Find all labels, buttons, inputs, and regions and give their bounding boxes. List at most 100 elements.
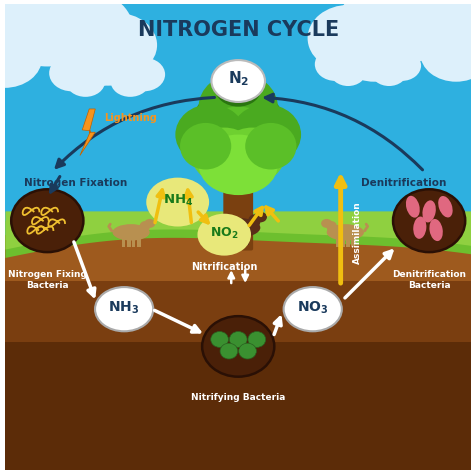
Ellipse shape (215, 69, 262, 107)
Ellipse shape (308, 5, 390, 72)
Ellipse shape (36, 0, 133, 67)
Ellipse shape (66, 66, 105, 97)
Ellipse shape (229, 331, 247, 347)
Ellipse shape (49, 55, 94, 91)
Ellipse shape (359, 0, 472, 61)
Text: Nitrogen Fixation: Nitrogen Fixation (24, 178, 127, 189)
Polygon shape (5, 221, 471, 258)
Bar (121, 235, 125, 247)
Text: $\mathbf{NO_2}$: $\mathbf{NO_2}$ (210, 226, 238, 241)
Ellipse shape (283, 287, 342, 331)
Ellipse shape (175, 104, 245, 165)
Ellipse shape (95, 287, 153, 331)
Bar (132, 235, 136, 247)
Ellipse shape (438, 196, 453, 218)
Ellipse shape (254, 212, 267, 222)
Text: Denitrification: Denitrification (361, 178, 446, 189)
Ellipse shape (413, 217, 427, 239)
Bar (341, 235, 345, 247)
Ellipse shape (383, 50, 421, 81)
Ellipse shape (216, 218, 260, 237)
Ellipse shape (202, 316, 274, 377)
Ellipse shape (180, 123, 231, 170)
Bar (246, 230, 249, 246)
Ellipse shape (191, 86, 285, 165)
Ellipse shape (211, 331, 228, 347)
Ellipse shape (245, 123, 296, 170)
Text: $\mathbf{NH_3}$: $\mathbf{NH_3}$ (109, 300, 140, 316)
Ellipse shape (338, 0, 430, 61)
Text: Nitrifying Bacteria: Nitrifying Bacteria (191, 393, 285, 402)
Ellipse shape (199, 73, 278, 140)
Ellipse shape (364, 39, 410, 76)
Bar (5, 4, 471, 267)
Polygon shape (80, 109, 95, 155)
Text: NITROGEN CYCLE: NITROGEN CYCLE (137, 20, 339, 40)
Ellipse shape (194, 107, 283, 181)
Ellipse shape (315, 47, 356, 81)
Ellipse shape (102, 46, 153, 86)
Ellipse shape (405, 0, 474, 62)
Ellipse shape (393, 189, 465, 252)
Text: Nitrogen Fixing
Bacteria: Nitrogen Fixing Bacteria (8, 270, 87, 290)
Ellipse shape (0, 29, 42, 88)
Ellipse shape (239, 343, 256, 359)
Ellipse shape (422, 201, 436, 222)
Ellipse shape (11, 189, 83, 252)
Bar (234, 230, 237, 246)
Ellipse shape (146, 178, 209, 227)
Ellipse shape (406, 196, 420, 218)
Ellipse shape (443, 10, 474, 72)
Ellipse shape (139, 221, 150, 233)
FancyBboxPatch shape (223, 182, 253, 250)
Bar (137, 235, 141, 247)
Text: $\mathbf{NO_3}$: $\mathbf{NO_3}$ (297, 300, 328, 316)
Text: $\mathbf{NH_4}$: $\mathbf{NH_4}$ (163, 193, 193, 208)
Ellipse shape (77, 13, 157, 77)
Ellipse shape (248, 214, 260, 228)
Ellipse shape (420, 26, 474, 82)
Bar (5, 235, 471, 470)
Ellipse shape (371, 58, 407, 86)
Ellipse shape (338, 26, 410, 82)
Bar (5, 281, 471, 470)
Ellipse shape (219, 128, 285, 183)
Ellipse shape (330, 58, 366, 86)
Bar (346, 235, 349, 247)
Ellipse shape (340, 30, 397, 76)
Ellipse shape (231, 104, 301, 165)
Ellipse shape (66, 44, 116, 86)
Text: Denitrification
Bacteria: Denitrification Bacteria (392, 270, 466, 290)
Polygon shape (5, 211, 471, 250)
Text: $\mathbf{N_2}$: $\mathbf{N_2}$ (228, 69, 249, 88)
Bar (5, 342, 471, 470)
Ellipse shape (321, 219, 332, 228)
Bar (239, 230, 243, 246)
Bar (351, 235, 355, 247)
Ellipse shape (211, 60, 265, 102)
Ellipse shape (77, 36, 138, 86)
Ellipse shape (220, 343, 238, 359)
Ellipse shape (198, 214, 251, 255)
Text: Lightning: Lightning (105, 113, 157, 123)
Ellipse shape (429, 219, 443, 241)
Ellipse shape (0, 0, 106, 66)
Ellipse shape (327, 221, 337, 233)
Ellipse shape (199, 135, 278, 195)
Ellipse shape (110, 66, 150, 97)
Ellipse shape (123, 58, 165, 91)
Ellipse shape (53, 29, 128, 88)
Ellipse shape (144, 219, 155, 228)
Ellipse shape (191, 128, 257, 183)
Bar (336, 235, 339, 247)
Text: Nitrification: Nitrification (191, 262, 257, 272)
Ellipse shape (0, 0, 64, 66)
Ellipse shape (112, 224, 150, 240)
Ellipse shape (248, 331, 266, 347)
Ellipse shape (0, 8, 20, 77)
Bar (227, 230, 231, 246)
Ellipse shape (327, 224, 364, 240)
Bar (127, 235, 131, 247)
Ellipse shape (330, 37, 376, 76)
Text: Assimilation: Assimilation (353, 201, 362, 264)
